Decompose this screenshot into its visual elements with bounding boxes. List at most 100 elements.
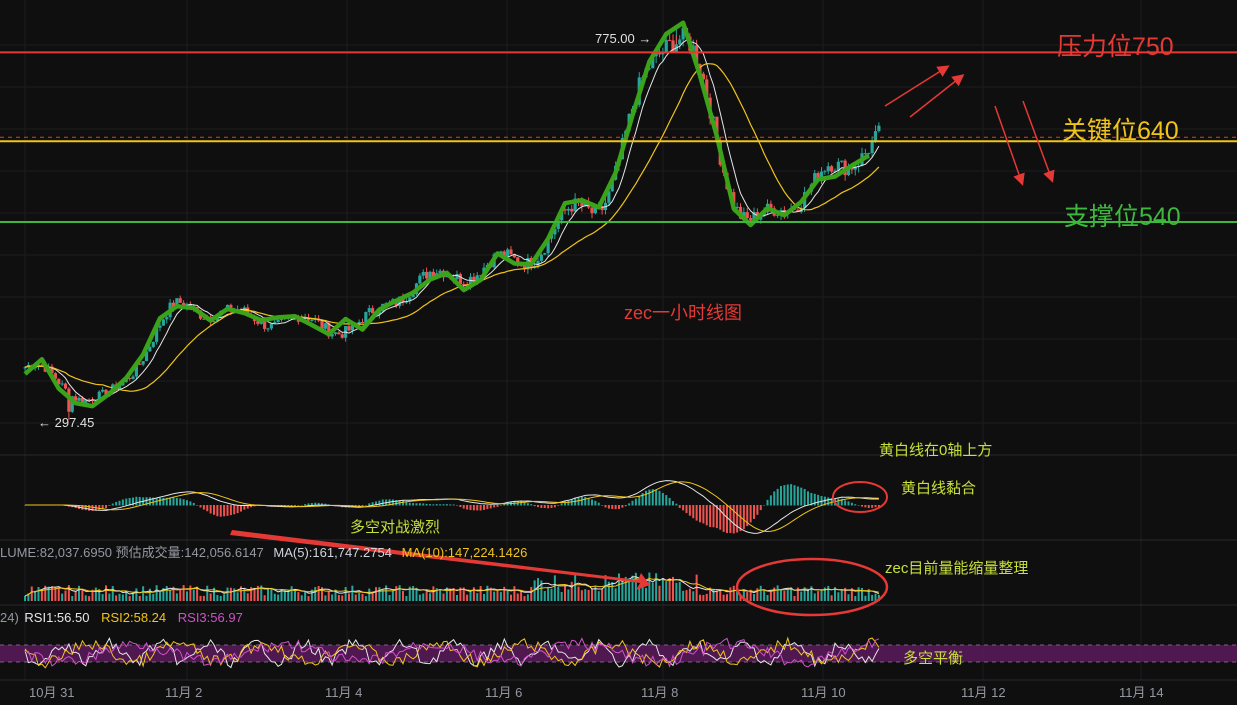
level-label-key: 关键位640 xyxy=(1062,117,1179,145)
volume-bar xyxy=(820,589,823,601)
macd-histogram-bar xyxy=(746,505,749,527)
macd-histogram-bar xyxy=(530,504,533,506)
macd-histogram-bar xyxy=(688,505,691,516)
volume-bar xyxy=(105,585,107,601)
volume-bar xyxy=(864,595,867,601)
candle-body xyxy=(701,73,705,80)
candle-body xyxy=(266,328,270,330)
volume-bar xyxy=(769,590,772,601)
volume-bar xyxy=(867,589,870,601)
macd-histogram-bar xyxy=(165,497,168,506)
candle-body xyxy=(330,334,334,337)
macd-histogram-bar xyxy=(435,504,438,506)
candle-up xyxy=(661,47,665,61)
macd-histogram-bar xyxy=(584,496,587,506)
volume-bar xyxy=(138,595,141,601)
macd-histogram-bar xyxy=(810,492,813,506)
macd-histogram-bar xyxy=(186,500,188,506)
macd-histogram-bar xyxy=(682,505,685,511)
candle-body xyxy=(749,217,753,221)
volume-bar xyxy=(240,586,242,601)
candle-body xyxy=(134,363,138,377)
volume-bar xyxy=(560,591,563,601)
volume-bar xyxy=(74,591,77,601)
macd-histogram-bar xyxy=(611,505,614,510)
volume-bar xyxy=(27,593,30,601)
candle-up xyxy=(279,319,284,322)
candle-down xyxy=(347,323,351,332)
volume-bar xyxy=(121,594,124,601)
macd-histogram-bar xyxy=(634,498,637,506)
candle-body xyxy=(664,39,668,53)
macd-histogram-bar xyxy=(213,505,215,515)
macd-histogram-bar xyxy=(607,505,610,509)
macd-histogram-bar xyxy=(209,505,212,514)
volume-bar xyxy=(719,590,722,601)
candle-body xyxy=(853,166,857,170)
candle-body xyxy=(475,275,479,283)
candle-body xyxy=(671,40,675,53)
volume-bar xyxy=(391,590,394,601)
volume-bar xyxy=(216,595,219,601)
macd-histogram-bar xyxy=(665,495,668,506)
candle-body xyxy=(431,271,435,277)
macd-histogram-bar xyxy=(803,488,806,506)
candle-body xyxy=(506,249,510,257)
macd-histogram-bar xyxy=(246,505,249,509)
macd-histogram-bar xyxy=(439,504,442,506)
candle-body xyxy=(695,45,699,65)
volume-bar xyxy=(263,595,266,601)
forecast-arrow xyxy=(884,65,950,107)
candle-body xyxy=(141,361,145,365)
volume-bar xyxy=(840,589,843,601)
macd-histogram-bar xyxy=(857,505,860,506)
volume-bar xyxy=(823,587,826,601)
macd-histogram-bar xyxy=(182,499,185,506)
candle-body xyxy=(593,206,597,214)
volume-bar xyxy=(513,586,516,601)
volume-bar xyxy=(186,591,188,601)
volume-value: LUME:82,037.6950 xyxy=(0,545,113,560)
volume-bar xyxy=(267,587,269,601)
macd-histogram-bar xyxy=(105,505,107,509)
macd-histogram-bar xyxy=(456,505,458,506)
candle-body xyxy=(516,257,520,265)
macd-histogram-bar xyxy=(854,504,857,506)
volume-bar xyxy=(665,581,668,601)
macd-histogram-bar xyxy=(91,505,94,511)
volume-bar xyxy=(763,590,766,601)
volume-bar xyxy=(341,595,344,601)
candle-up xyxy=(836,158,840,172)
macd-histogram-bar xyxy=(594,500,597,506)
volume-bar xyxy=(827,585,830,601)
macd-histogram-bar xyxy=(145,497,148,506)
volume-bar xyxy=(803,587,806,601)
candle-body xyxy=(833,170,837,172)
candle-up xyxy=(367,304,371,316)
volume-bar xyxy=(712,588,715,601)
volume-bar xyxy=(766,595,769,601)
macd-dea-line xyxy=(25,481,879,533)
candle-body xyxy=(411,294,415,298)
macd-histogram-bar xyxy=(628,503,631,506)
volume-bar xyxy=(688,588,691,601)
candle-up xyxy=(539,253,543,264)
x-tick-label: 11月 4 xyxy=(325,685,362,700)
candle-body xyxy=(512,254,516,258)
candle-body xyxy=(80,397,84,404)
candle-up xyxy=(421,269,425,280)
volume-bar xyxy=(152,593,155,601)
macd-histogram-bar xyxy=(297,505,300,506)
macd-histogram-bar xyxy=(668,498,671,506)
candle-body xyxy=(846,166,851,176)
candle-body xyxy=(752,212,756,221)
candle-up xyxy=(364,311,368,323)
candle-body xyxy=(408,297,412,302)
candle-body xyxy=(580,202,584,207)
volume-bar xyxy=(192,589,195,601)
volume-bar xyxy=(327,590,330,601)
candle-body xyxy=(371,308,375,314)
candle-down xyxy=(371,305,375,314)
volume-bar xyxy=(577,586,580,601)
